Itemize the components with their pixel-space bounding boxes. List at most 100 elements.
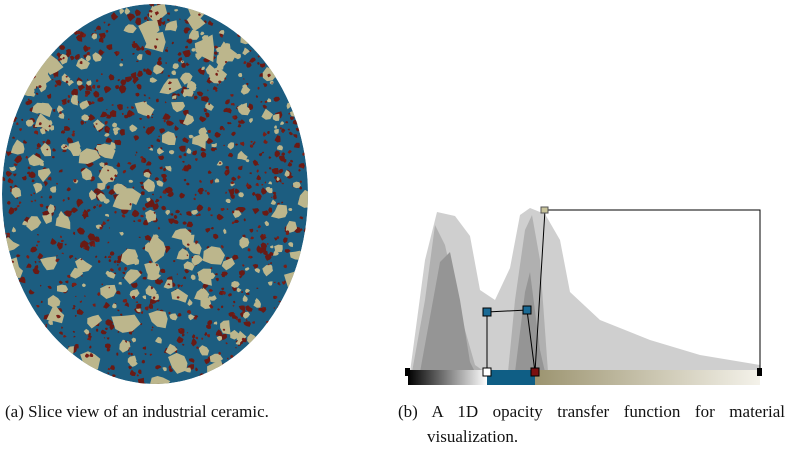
pore bbox=[255, 374, 258, 377]
pore bbox=[300, 338, 307, 346]
pore bbox=[38, 55, 42, 59]
grain bbox=[251, 380, 263, 391]
pore bbox=[85, 17, 89, 21]
grain bbox=[253, 345, 262, 353]
pore bbox=[291, 12, 293, 14]
pore bbox=[12, 52, 19, 57]
grain bbox=[64, 22, 71, 29]
pore bbox=[292, 66, 299, 73]
grain bbox=[82, 378, 96, 389]
pore bbox=[0, 258, 6, 265]
pore bbox=[294, 355, 300, 360]
pore bbox=[150, 384, 153, 387]
pore bbox=[261, 385, 264, 388]
control-point[interactable] bbox=[483, 308, 491, 316]
pore bbox=[1, 329, 4, 332]
pore bbox=[15, 87, 17, 90]
pore bbox=[264, 387, 268, 391]
pore bbox=[22, 32, 27, 37]
pore bbox=[3, 5, 6, 8]
pore bbox=[22, 296, 24, 297]
control-point[interactable] bbox=[523, 306, 531, 314]
pore bbox=[5, 364, 9, 369]
pore bbox=[284, 35, 290, 42]
pore bbox=[108, 384, 111, 387]
control-point[interactable] bbox=[483, 368, 491, 376]
pore bbox=[39, 352, 41, 354]
control-point[interactable] bbox=[757, 368, 762, 376]
control-point[interactable] bbox=[541, 207, 548, 213]
pore bbox=[295, 108, 298, 110]
pore bbox=[286, 316, 288, 318]
pore bbox=[21, 323, 22, 325]
color-bar bbox=[408, 370, 487, 385]
caption: (a) Slice view of an industrial ceramic. bbox=[5, 399, 385, 424]
pore bbox=[12, 387, 18, 392]
pore bbox=[283, 353, 289, 357]
pore bbox=[232, 380, 237, 383]
grain bbox=[284, 0, 292, 5]
pore bbox=[46, 379, 53, 387]
pore bbox=[162, 0, 166, 4]
grain bbox=[232, 9, 255, 30]
pore bbox=[294, 88, 296, 90]
grain bbox=[0, 233, 2, 236]
pore bbox=[302, 83, 305, 87]
pore bbox=[254, 24, 256, 26]
pore bbox=[262, 348, 268, 353]
grain bbox=[218, 368, 223, 372]
pore bbox=[264, 357, 266, 359]
grain bbox=[290, 76, 311, 92]
pore bbox=[57, 43, 60, 46]
pore bbox=[4, 11, 10, 17]
pore bbox=[194, 2, 201, 7]
pore bbox=[243, 11, 245, 14]
pore bbox=[288, 311, 290, 313]
grain bbox=[19, 10, 41, 29]
pore bbox=[229, 9, 235, 14]
grain bbox=[300, 80, 304, 84]
pore bbox=[294, 39, 300, 45]
pore bbox=[306, 272, 312, 277]
pore bbox=[213, 6, 220, 11]
pore bbox=[45, 372, 50, 376]
pore bbox=[13, 295, 19, 301]
pore bbox=[256, 288, 258, 289]
pore bbox=[13, 14, 16, 18]
pore bbox=[0, 85, 3, 89]
pore bbox=[226, 0, 228, 2]
pore bbox=[42, 15, 47, 18]
pore bbox=[0, 27, 2, 32]
grain bbox=[244, 349, 251, 355]
control-point[interactable] bbox=[531, 368, 539, 376]
pore bbox=[191, 379, 194, 383]
pore bbox=[303, 112, 310, 119]
pore bbox=[258, 376, 261, 378]
pore bbox=[299, 371, 304, 376]
pore bbox=[246, 355, 249, 358]
grain bbox=[8, 46, 13, 52]
pore bbox=[9, 110, 13, 115]
pore bbox=[301, 117, 305, 120]
pore bbox=[13, 278, 17, 282]
pore bbox=[202, 8, 207, 15]
pore bbox=[305, 280, 307, 282]
pore bbox=[36, 359, 42, 364]
pore bbox=[44, 326, 47, 328]
grain bbox=[0, 108, 9, 129]
control-point[interactable] bbox=[405, 368, 410, 376]
pore bbox=[0, 319, 3, 323]
pore bbox=[256, 362, 260, 365]
grain bbox=[240, 12, 248, 20]
pore bbox=[7, 351, 9, 353]
grain bbox=[31, 336, 34, 339]
pore bbox=[6, 254, 10, 257]
pore bbox=[70, 10, 73, 13]
pore bbox=[10, 284, 16, 291]
pore bbox=[282, 362, 284, 364]
pore bbox=[304, 70, 307, 73]
pore bbox=[288, 335, 290, 338]
pore bbox=[307, 348, 311, 352]
grain bbox=[276, 69, 286, 78]
pore bbox=[26, 38, 32, 43]
